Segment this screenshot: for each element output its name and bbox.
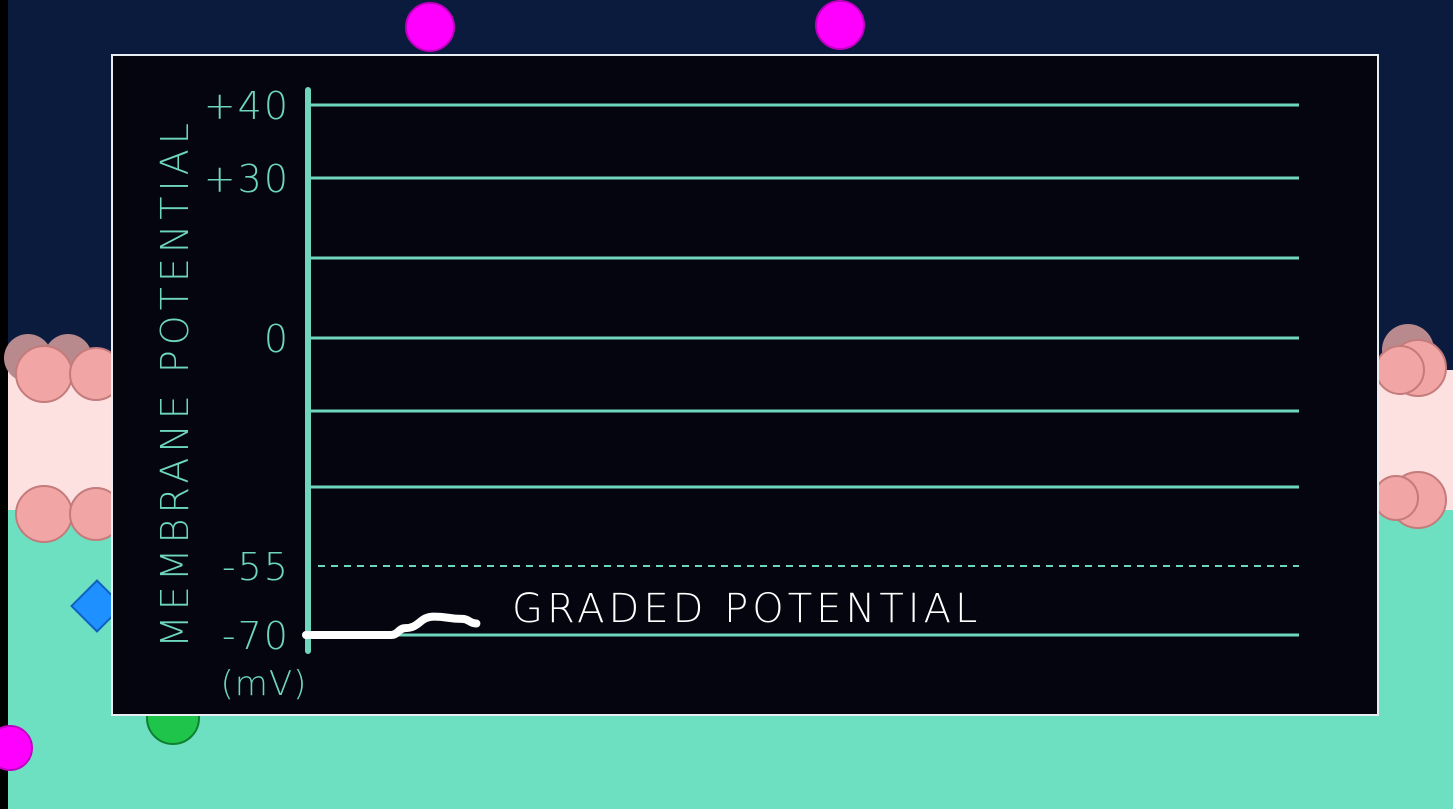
chart-panel: [111, 54, 1379, 716]
graded-potential-annotation: GRADED POTENTIAL: [512, 586, 981, 632]
ion-magenta-icon: [405, 2, 455, 52]
y-tick-labels: +40 +30 0 -55 -70: [204, 84, 290, 658]
series-line: [302, 612, 481, 639]
y-tick-label: -70: [222, 614, 290, 658]
y-tick-label: 0: [264, 317, 290, 361]
lipid-bilayer-icon: [4, 324, 1447, 543]
ion-magenta-icon: [0, 725, 33, 771]
grid-lines: [310, 103, 1299, 637]
graded-potential-trace: [302, 612, 481, 639]
ion-blue-icon: [70, 579, 124, 633]
ion-magenta-icon: [815, 0, 865, 50]
y-axis-label: MEMBRANE POTENTIAL: [153, 118, 197, 648]
y-tick-label: +30: [204, 157, 290, 201]
y-tick-label: -55: [222, 545, 290, 589]
y-tick-label: +40: [204, 84, 290, 128]
y-axis-unit: (mV): [221, 664, 308, 704]
